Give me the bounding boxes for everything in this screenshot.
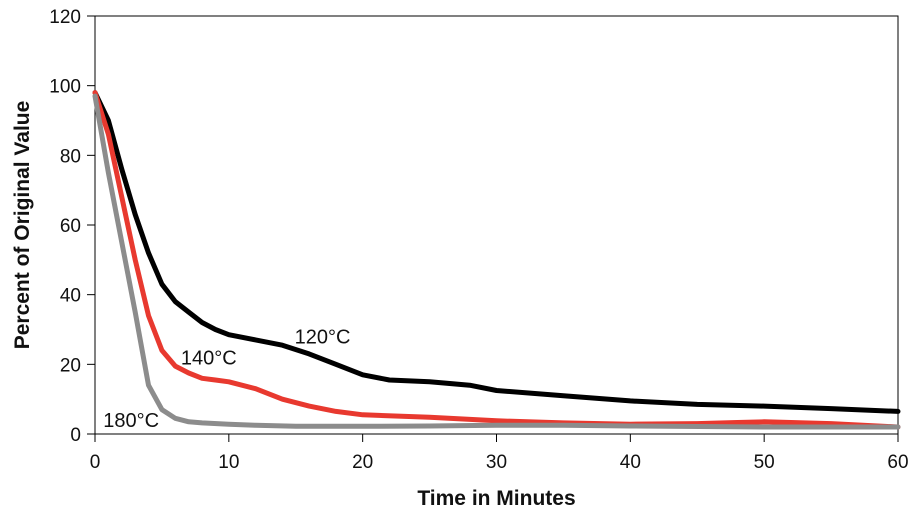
y-tick-label: 60	[60, 216, 81, 237]
series-label: 140°C	[181, 347, 237, 369]
x-tick-label: 10	[218, 452, 239, 473]
y-tick-label: 0	[70, 425, 81, 446]
series-label: 120°C	[295, 326, 351, 348]
series-line-2	[92, 93, 901, 430]
x-tick-label: 50	[754, 452, 775, 473]
x-axis-title: Time in Minutes	[417, 487, 575, 510]
series-line-0	[92, 90, 901, 414]
x-tick-label: 40	[620, 452, 641, 473]
x-tick-label: 60	[887, 452, 908, 473]
series-label: 180°C	[103, 410, 159, 432]
x-tick-label: 30	[486, 452, 507, 473]
y-axis-title: Percent of Original Value	[11, 101, 34, 350]
plot-frame	[94, 15, 899, 435]
series-line-1	[92, 90, 901, 430]
x-tick-label: 20	[352, 452, 373, 473]
y-tick-label: 40	[60, 286, 81, 307]
y-tick-label: 120	[49, 7, 81, 28]
y-tick-label: 20	[60, 355, 81, 376]
x-tick-label: 0	[90, 452, 101, 473]
y-tick-label: 80	[60, 146, 81, 167]
y-tick-label: 100	[49, 77, 81, 98]
